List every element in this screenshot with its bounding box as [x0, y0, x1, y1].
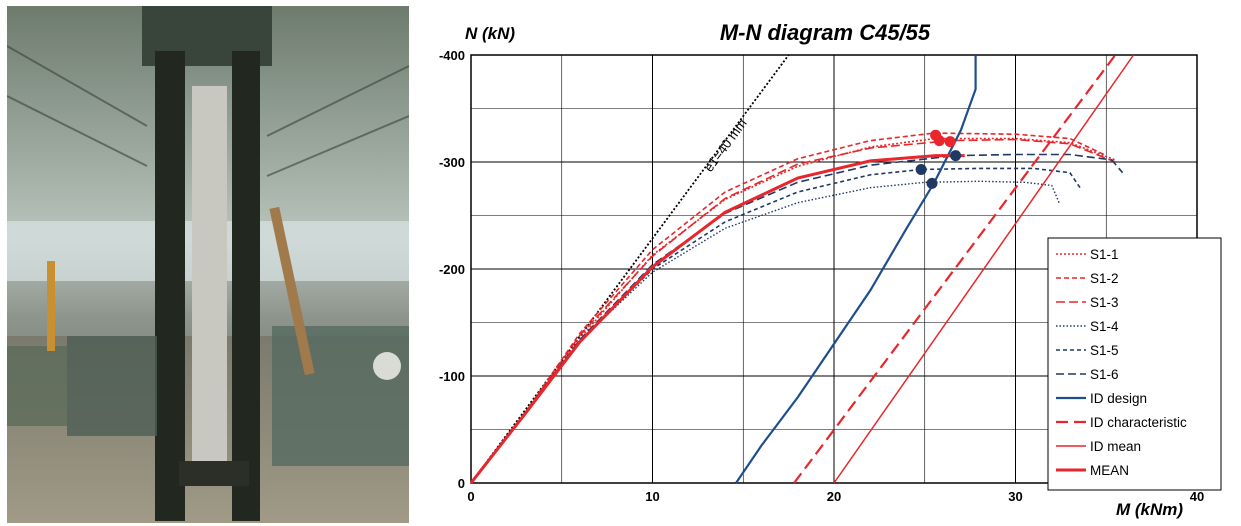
- mn-diagram-chart: M-N diagram C45/55 N (kN) M (kNm) 0 10 20 3…: [439, 20, 1222, 519]
- legend-label: S1-6: [1090, 367, 1119, 382]
- series-line-s1-3: [470, 138, 1116, 484]
- legend-label: MEAN: [1090, 463, 1129, 478]
- series-line-s1-2: [470, 132, 1107, 484]
- failure-point-marker: [944, 136, 956, 148]
- tick-labels: 0 10 20 30 40 0 -100 -200 -300 -400: [439, 48, 1204, 504]
- y-tick-label: -100: [439, 369, 465, 384]
- y-axis-label: N (kN): [465, 24, 515, 43]
- legend-label: ID characteristic: [1090, 415, 1187, 430]
- series-line-mean: [469, 154, 965, 484]
- x-tick-label: 30: [1008, 489, 1022, 504]
- series-line-s1-1: [470, 137, 1116, 484]
- failure-markers: [915, 129, 962, 189]
- failure-point-marker: [950, 150, 962, 162]
- series-line-id-design: [735, 55, 977, 484]
- legend-label: ID design: [1090, 391, 1147, 406]
- y-tick-label: -400: [439, 48, 465, 63]
- legend-label: S1-2: [1090, 271, 1119, 286]
- legend-label: ID mean: [1090, 439, 1141, 454]
- eccentricity-line: [470, 54, 790, 484]
- x-tick-label: 40: [1190, 489, 1204, 504]
- x-tick-label: 20: [827, 489, 841, 504]
- y-tick-label: 0: [458, 476, 465, 491]
- series-line-id-mean: [833, 54, 1135, 484]
- failure-point-marker: [926, 177, 938, 189]
- y-tick-label: -200: [439, 262, 465, 277]
- series-lines: [469, 54, 1135, 484]
- legend-box: [1047, 237, 1222, 491]
- legend-label: S1-3: [1090, 295, 1119, 310]
- x-tick-label: 0: [467, 489, 474, 504]
- legend-label: S1-5: [1090, 343, 1119, 358]
- series-line-s1-4: [470, 180, 1060, 484]
- series-line-s1-6: [470, 153, 1124, 484]
- eccentricity-annotation: e1=40 mm: [701, 116, 750, 175]
- x-tick-label: 10: [645, 489, 659, 504]
- failure-point-marker: [933, 135, 945, 147]
- laboratory-photo: [7, 6, 409, 523]
- chart-title: M-N diagram C45/55: [720, 20, 931, 45]
- legend: S1-1 S1-2 S1-3 S1-4 S1-5 S1-6 ID design ID char…: [1047, 237, 1222, 491]
- failure-point-marker: [915, 163, 927, 175]
- x-axis-label: M (kNm): [1116, 500, 1183, 519]
- legend-label: S1-1: [1090, 247, 1119, 262]
- y-tick-label: -300: [439, 155, 465, 170]
- legend-label: S1-4: [1090, 319, 1119, 334]
